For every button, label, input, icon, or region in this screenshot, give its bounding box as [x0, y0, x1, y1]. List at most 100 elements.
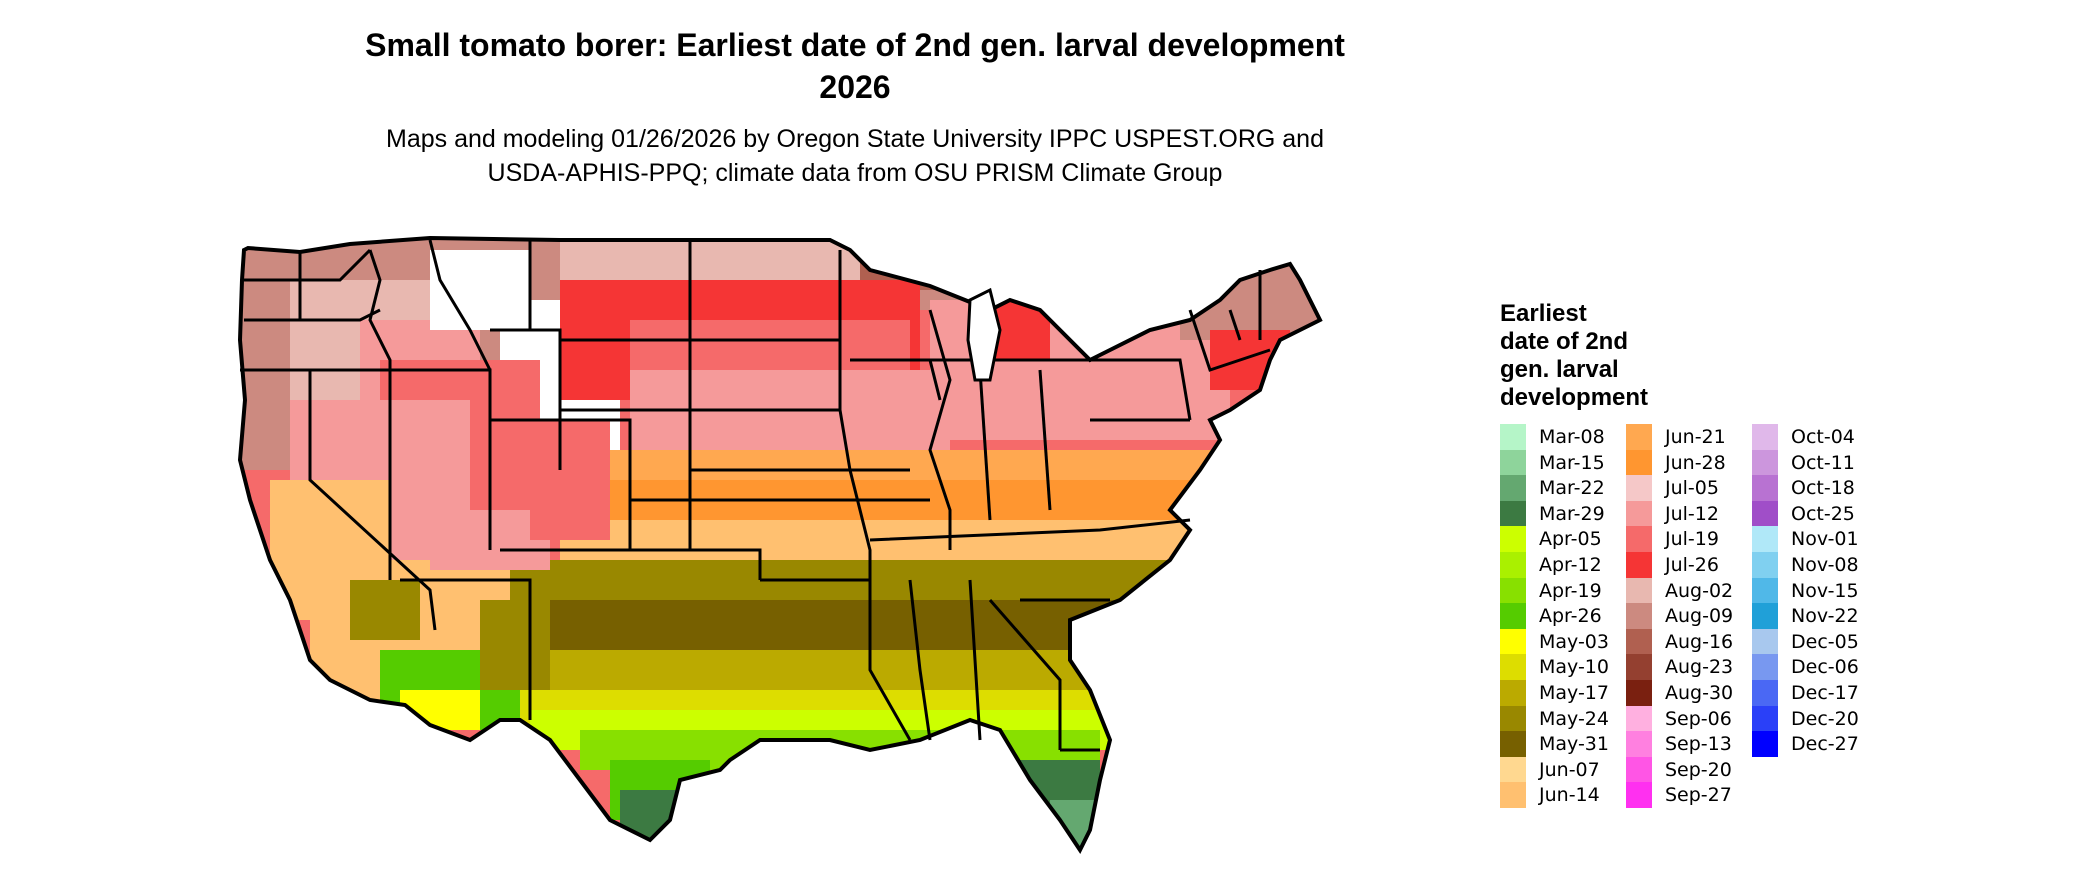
- legend-swatch: [1626, 731, 1652, 758]
- legend-item: Jun-21: [1626, 424, 1752, 450]
- legend-item: Aug-30: [1626, 679, 1752, 706]
- lake-michigan: [966, 287, 1002, 382]
- legend-item: Dec-05: [1752, 628, 1878, 655]
- legend-label: Aug-16: [1665, 630, 1734, 653]
- legend-item: Dec-17: [1752, 679, 1878, 706]
- legend-item: Aug-09: [1626, 603, 1752, 630]
- legend-item: Jul-19: [1626, 526, 1752, 553]
- legend-label: Apr-26: [1539, 605, 1602, 628]
- legend-swatch: [1500, 526, 1526, 553]
- legend-swatch: [1626, 551, 1652, 578]
- legend-label: Aug-23: [1665, 656, 1734, 679]
- legend-swatch: [1752, 628, 1778, 655]
- legend-swatch: [1626, 603, 1652, 630]
- legend-swatch: [1500, 603, 1526, 630]
- legend-swatch: [1500, 577, 1526, 604]
- legend-swatch: [1500, 449, 1526, 476]
- legend-label: Nov-22: [1791, 605, 1859, 628]
- legend-label: Apr-19: [1539, 579, 1602, 602]
- legend-label: Sep-27: [1665, 784, 1732, 807]
- legend-label: Jun-28: [1665, 451, 1726, 474]
- legend-item: Oct-18: [1752, 475, 1878, 502]
- legend-swatch: [1626, 782, 1652, 809]
- legend-swatch: [1752, 577, 1778, 604]
- legend-swatch: [1752, 679, 1778, 706]
- legend-label: Mar-29: [1539, 502, 1605, 525]
- legend-swatch: [1752, 526, 1778, 553]
- legend-item: Oct-25: [1752, 500, 1878, 527]
- legend-label: Dec-27: [1791, 733, 1859, 756]
- us-map: [230, 220, 1480, 890]
- legend-swatch: [1500, 705, 1526, 732]
- legend-label: Aug-09: [1665, 605, 1734, 628]
- legend-item: Nov-22: [1752, 603, 1878, 630]
- legend-swatch: [1626, 628, 1652, 655]
- legend-item: Mar-22: [1500, 475, 1626, 502]
- legend-label: Apr-05: [1539, 528, 1602, 551]
- legend-label: Oct-04: [1791, 426, 1855, 448]
- legend-swatch: [1626, 500, 1652, 527]
- legend-swatch: [1626, 449, 1652, 476]
- legend-swatch: [1752, 654, 1778, 681]
- legend-swatch: [1500, 551, 1526, 578]
- legend-swatch: [1500, 756, 1526, 783]
- legend-item: Nov-08: [1752, 551, 1878, 578]
- legend-swatch: [1752, 424, 1778, 450]
- legend-swatch: [1500, 424, 1526, 450]
- legend-item: Dec-27: [1752, 731, 1878, 758]
- legend-item: Nov-01: [1752, 526, 1878, 553]
- legend-item: Jun-07: [1500, 756, 1626, 783]
- legend-label: Apr-12: [1539, 553, 1602, 576]
- legend-label: May-17: [1539, 681, 1609, 704]
- legend-swatch: [1500, 782, 1526, 809]
- legend-item: May-10: [1500, 654, 1626, 681]
- legend-item: Aug-16: [1626, 628, 1752, 655]
- legend-item: Dec-20: [1752, 705, 1878, 732]
- legend-swatch: [1752, 475, 1778, 502]
- legend-label: Nov-01: [1791, 528, 1859, 551]
- legend-label: Jul-26: [1665, 553, 1719, 576]
- map-subtitle-line1: Maps and modeling 01/26/2026 by Oregon S…: [386, 125, 1324, 153]
- legend-column: Oct-04 Oct-11 Oct-18 Oct-25 Nov-01 Nov-08 Nov-…: [1752, 424, 1878, 758]
- legend-item: Jul-05: [1626, 475, 1752, 502]
- map-subtitle-line2: USDA-APHIS-PPQ; climate data from OSU PR…: [487, 159, 1223, 187]
- legend-swatch: [1500, 679, 1526, 706]
- legend-swatch: [1752, 705, 1778, 732]
- legend-item: May-17: [1500, 679, 1626, 706]
- legend-label: Mar-15: [1539, 451, 1605, 474]
- legend-label: Aug-02: [1665, 579, 1734, 602]
- state-borders: [240, 239, 1271, 752]
- legend-label: Dec-17: [1791, 681, 1859, 704]
- legend-swatch: [1626, 679, 1652, 706]
- legend-swatch: [1752, 731, 1778, 758]
- legend-label: Oct-11: [1791, 451, 1855, 474]
- map-title-line2: 2026: [819, 69, 891, 105]
- legend-swatch: [1752, 551, 1778, 578]
- legend: Earliest date of 2nd gen. larval develop…: [1500, 300, 1859, 809]
- legend-item: Jun-28: [1626, 449, 1752, 476]
- legend-swatch: [1626, 577, 1652, 604]
- legend-label: Jul-05: [1665, 477, 1719, 500]
- legend-label: Aug-30: [1665, 681, 1734, 704]
- legend-item: May-24: [1500, 705, 1626, 732]
- legend-label: Nov-15: [1791, 579, 1859, 602]
- legend-column: Mar-08 Mar-15 Mar-22 Mar-29 Apr-05 Apr-12 Apr-…: [1500, 424, 1626, 809]
- legend-item: Sep-06: [1626, 705, 1752, 732]
- legend-label: Dec-06: [1791, 656, 1859, 679]
- legend-label: Nov-08: [1791, 553, 1859, 576]
- map-title-line1: Small tomato borer: Earliest date of 2nd…: [365, 27, 1345, 63]
- legend-label: Oct-18: [1791, 477, 1855, 500]
- legend-item: Jul-26: [1626, 551, 1752, 578]
- legend-item: Aug-23: [1626, 654, 1752, 681]
- legend-label: May-24: [1539, 707, 1609, 730]
- legend-swatch: [1626, 475, 1652, 502]
- legend-swatch: [1500, 628, 1526, 655]
- legend-item: Apr-05: [1500, 526, 1626, 553]
- legend-item: Nov-15: [1752, 577, 1878, 604]
- legend-item: Jul-12: [1626, 500, 1752, 527]
- map-subtitle: Maps and modeling 01/26/2026 by Oregon S…: [0, 122, 1710, 190]
- legend-item: Sep-13: [1626, 731, 1752, 758]
- legend-label: Sep-20: [1665, 758, 1732, 781]
- legend-swatch: [1626, 526, 1652, 553]
- legend-item: Oct-11: [1752, 449, 1878, 476]
